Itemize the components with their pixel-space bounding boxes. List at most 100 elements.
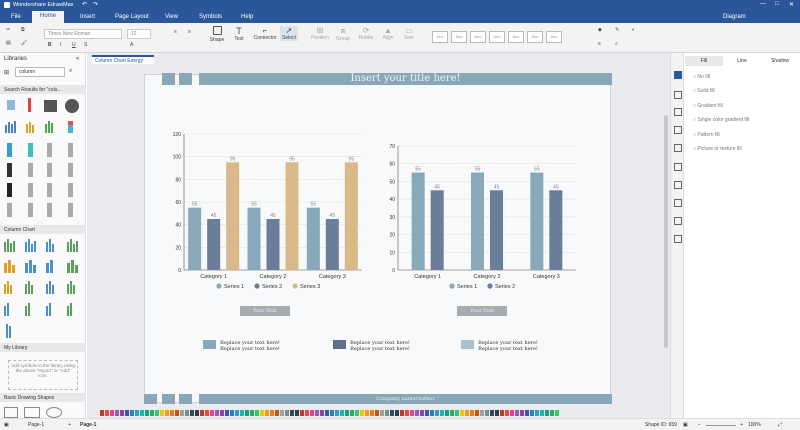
my-library-header[interactable]: My Library (0, 343, 86, 352)
size-button[interactable]: ▭ Size (400, 26, 418, 41)
color-swatch[interactable] (350, 410, 354, 416)
tab-shadow[interactable]: Shadow (770, 58, 790, 64)
legend-block-1[interactable] (203, 340, 216, 349)
paste-icon[interactable]: ▤ (6, 40, 11, 46)
tab-help[interactable]: Help (241, 14, 254, 20)
page-selector[interactable]: Page-1 (28, 422, 45, 428)
find-icon[interactable]: ⌕ (615, 41, 618, 47)
header-square-1[interactable] (162, 73, 175, 85)
undo-icon[interactable]: ↶ (82, 2, 88, 8)
color-swatch[interactable] (480, 410, 484, 416)
menu-file[interactable]: File (11, 14, 21, 20)
tab-fill[interactable]: Fill (685, 56, 723, 66)
color-swatch[interactable] (400, 410, 404, 416)
color-swatch[interactable] (310, 410, 314, 416)
color-swatch[interactable] (225, 410, 229, 416)
color-swatch[interactable] (110, 410, 114, 416)
color-swatch[interactable] (290, 410, 294, 416)
redo-icon[interactable]: ↷ (93, 2, 99, 8)
color-swatch[interactable] (390, 410, 394, 416)
color-swatch[interactable] (465, 410, 469, 416)
color-swatch[interactable] (335, 410, 339, 416)
align-center-icon[interactable]: ≡ (188, 29, 191, 35)
color-swatch[interactable] (190, 410, 194, 416)
style-preset-2[interactable]: Abc (451, 31, 467, 43)
color-swatch[interactable] (105, 410, 109, 416)
color-swatch[interactable] (240, 410, 244, 416)
color-swatch[interactable] (160, 410, 164, 416)
search-icon[interactable]: ⌕ (69, 68, 73, 74)
copy-icon[interactable]: ⧉ (21, 27, 25, 33)
color-swatch[interactable] (265, 410, 269, 416)
color-swatch[interactable] (535, 410, 539, 416)
tab-insert[interactable]: Insert (80, 14, 96, 20)
color-swatch[interactable] (205, 410, 209, 416)
color-swatch[interactable] (330, 410, 334, 416)
color-swatch[interactable] (115, 410, 119, 416)
minimize-icon[interactable]: — (760, 1, 766, 7)
color-swatch[interactable] (200, 410, 204, 416)
color-swatch[interactable] (510, 410, 514, 416)
color-swatch[interactable] (125, 410, 129, 416)
legend-block-3[interactable] (461, 340, 474, 349)
page-tab[interactable]: Page-1 (80, 422, 97, 428)
color-swatch[interactable] (405, 410, 409, 416)
color-swatch[interactable] (340, 410, 344, 416)
column-chart-header[interactable]: Column Chart (0, 225, 86, 234)
document-icon[interactable] (674, 199, 682, 207)
color-swatch[interactable] (490, 410, 494, 416)
library-menu-icon[interactable]: ⊞ (4, 70, 10, 76)
color-swatch[interactable] (180, 410, 184, 416)
search-results-header[interactable]: Search Results for "colu... (0, 85, 86, 94)
fill-option-solid[interactable]: ○ Solid fill (693, 88, 715, 94)
color-swatch[interactable] (515, 410, 519, 416)
select-tool[interactable]: ➚ Select (280, 26, 298, 41)
legend-text-1[interactable]: Replace your text here! Replace your tex… (220, 340, 280, 352)
text-box-1[interactable]: Your Text (240, 306, 290, 316)
table-icon[interactable] (674, 181, 682, 189)
format-painter-icon[interactable]: 🖌 (21, 40, 28, 46)
color-swatch[interactable] (375, 410, 379, 416)
color-swatch[interactable] (325, 410, 329, 416)
style-preset-6[interactable]: Abc (527, 31, 543, 43)
tab-symbols[interactable]: Symbols (199, 14, 223, 20)
color-swatch[interactable] (530, 410, 534, 416)
style-preset-5[interactable]: Abc (508, 31, 524, 43)
legend-text-3[interactable]: Replace your text here! Replace your tex… (478, 340, 538, 352)
list-icon[interactable] (674, 217, 682, 225)
group-button[interactable]: ⧈ Group (333, 26, 353, 42)
color-swatch[interactable] (135, 410, 139, 416)
color-swatch[interactable] (175, 410, 179, 416)
color-swatch[interactable] (525, 410, 529, 416)
color-swatch[interactable] (495, 410, 499, 416)
color-swatch[interactable] (415, 410, 419, 416)
color-swatch[interactable] (145, 410, 149, 416)
color-swatch[interactable] (275, 410, 279, 416)
color-swatch[interactable] (155, 410, 159, 416)
color-swatch[interactable] (370, 410, 374, 416)
color-swatch[interactable] (550, 410, 554, 416)
zoom-level[interactable]: 100% (748, 422, 761, 428)
basic-drawing-shapes-header[interactable]: Basic Drawing Shapes (0, 393, 86, 402)
position-button[interactable]: ⊞ Position (310, 26, 330, 41)
color-swatch[interactable] (410, 410, 414, 416)
color-swatch[interactable] (450, 410, 454, 416)
style-preset-3[interactable]: Abc (470, 31, 486, 43)
line-panel-icon[interactable] (674, 91, 682, 99)
color-swatch[interactable] (385, 410, 389, 416)
color-swatch[interactable] (255, 410, 259, 416)
color-swatch[interactable] (505, 410, 509, 416)
color-swatch[interactable] (360, 410, 364, 416)
fit-page-icon[interactable]: ▣ (683, 422, 688, 428)
color-swatch[interactable] (540, 410, 544, 416)
collapse-icon[interactable]: « (76, 56, 80, 62)
color-swatch[interactable] (270, 410, 274, 416)
color-swatch[interactable] (120, 410, 124, 416)
bold-button[interactable]: B (48, 42, 52, 48)
header-square-2[interactable] (179, 73, 192, 85)
image-panel-icon[interactable] (674, 108, 682, 116)
color-swatch[interactable] (380, 410, 384, 416)
color-swatch[interactable] (250, 410, 254, 416)
color-swatch[interactable] (130, 410, 134, 416)
fill-option-gradient[interactable]: ○ Gradient fill (693, 103, 723, 109)
